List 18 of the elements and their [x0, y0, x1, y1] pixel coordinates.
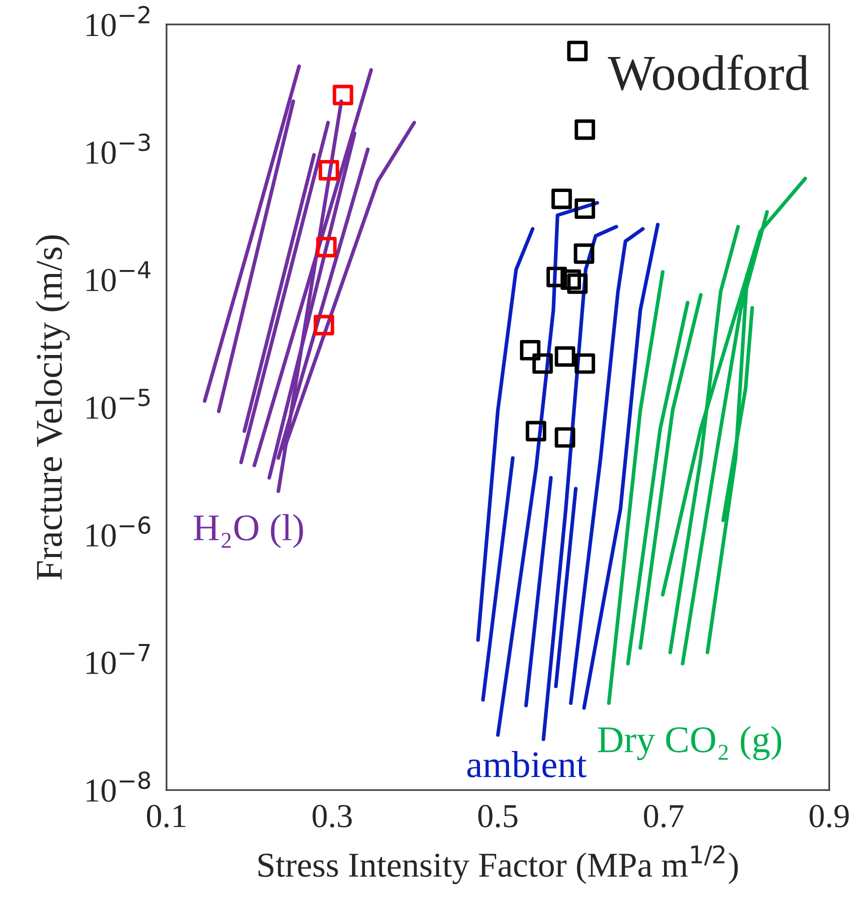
- x-tick-label: 0.3: [312, 804, 352, 828]
- x-tick-label: 0.9: [810, 804, 849, 828]
- y-axis-title: Fracture Velocity (m/s): [36, 235, 70, 580]
- x-axis-title: Stress Intensity Factor (MPa m$^{1/2}$): [258, 845, 738, 884]
- y-tick-label: 10$^{−5}$: [86, 388, 150, 419]
- y-tick-label: 10$^{−8}$: [86, 771, 150, 802]
- text: H₂O (l): [194, 514, 303, 548]
- y-tick-label: 10$^{−3}$: [86, 134, 150, 164]
- x-tick-label: 0.5: [478, 804, 518, 828]
- x-tick-label: 0.7: [644, 804, 684, 828]
- series-label: Dry CO₂ (g): [598, 726, 782, 760]
- y-tick-label: 10$^{−7}$: [86, 644, 150, 674]
- annotation: Woodford: [608, 54, 809, 91]
- x-tick-label: 0.1: [146, 804, 186, 828]
- text: ambient: [467, 751, 587, 778]
- y-tick-label: 10$^{−6}$: [86, 516, 150, 547]
- y-tick-label: 10$^{−4}$: [86, 261, 150, 292]
- y-tick-label: 10$^{−2}$: [86, 6, 150, 36]
